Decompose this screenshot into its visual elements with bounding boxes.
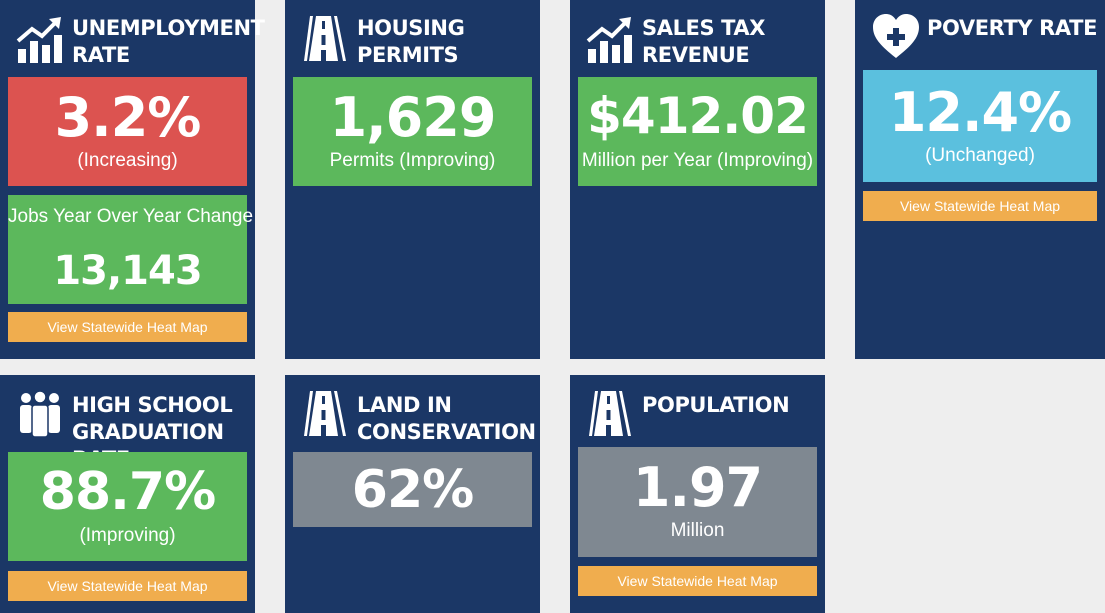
people-group-icon (20, 390, 60, 438)
sales-tax-card: Sales Tax Revenue $412.02 Million per Ye… (570, 0, 825, 359)
chart-growth-icon (586, 17, 632, 63)
card-header: Housing Permits (285, 0, 540, 77)
unemployment-heatmap-button[interactable]: View Statewide Heat Map (8, 312, 247, 342)
population-value: 1.97 (632, 456, 763, 519)
unemployment-value-box: 3.2% (Increasing) (8, 77, 247, 186)
poverty-rate-card: Poverty Rate 12.4% (Unchanged) View Stat… (855, 0, 1105, 359)
graduation-value-box: 88.7% (Improving) (8, 452, 247, 561)
sales-tax-value: $412.02 (587, 87, 809, 145)
card-header: Sales Tax Revenue (570, 0, 825, 77)
graduation-rate-card: High School Graduation Rate 88.7% (Impro… (0, 375, 255, 613)
sales-tax-trend: Million per Year (Improving) (581, 150, 814, 171)
sales-tax-value-box: $412.02 Million per Year (Improving) (578, 77, 817, 186)
road-icon (589, 391, 631, 436)
population-card: Population 1.97 Million View Statewide H… (570, 375, 825, 613)
card-title: Sales Tax Revenue (642, 16, 766, 67)
poverty-value: 12.4% (888, 81, 1072, 144)
card-header: Population (570, 375, 825, 447)
conservation-value: 62% (351, 460, 474, 520)
unemployment-value: 3.2% (54, 86, 202, 149)
road-icon (304, 16, 346, 61)
population-heatmap-button[interactable]: View Statewide Heat Map (578, 566, 817, 596)
poverty-trend: (Unchanged) (925, 145, 1035, 166)
poverty-value-box: 12.4% (Unchanged) (863, 70, 1097, 182)
card-title: Poverty Rate (927, 16, 1098, 40)
unemployment-card: Unemployment Rate 3.2% (Increasing) Jobs… (0, 0, 265, 359)
housing-value: 1,629 (329, 86, 497, 149)
card-header: Land In Conservation (285, 375, 540, 452)
population-value-box: 1.97 Million (578, 447, 817, 557)
unemployment-trend: (Increasing) (77, 150, 178, 171)
housing-trend: Permits (Improving) (329, 150, 496, 171)
jobs-change-box: Jobs Year Over Year Change 13,143 (8, 195, 254, 304)
heart-plus-icon (873, 14, 919, 58)
card-header: Poverty Rate (855, 0, 1105, 70)
population-unit: Million (670, 520, 725, 541)
card-title: Housing Permits (357, 16, 465, 67)
housing-permits-card: Housing Permits 1,629 Permits (Improving… (285, 0, 540, 359)
card-header: Unemployment Rate (0, 0, 265, 77)
card-title: Population (642, 393, 790, 417)
land-conservation-card: Land In Conservation 62% (285, 375, 540, 613)
card-header: High School Graduation Rate (0, 375, 255, 471)
card-title: Unemployment Rate (72, 16, 265, 67)
conservation-value-box: 62% (293, 452, 532, 527)
card-title: Land In Conservation (357, 393, 536, 444)
graduation-trend: (Improving) (79, 525, 176, 546)
poverty-heatmap-button[interactable]: View Statewide Heat Map (863, 191, 1097, 221)
road-icon (304, 391, 346, 436)
graduation-value: 88.7% (39, 462, 216, 522)
chart-growth-icon (16, 17, 62, 63)
housing-value-box: 1,629 Permits (Improving) (293, 77, 532, 186)
jobs-change-label: Jobs Year Over Year Change (8, 206, 254, 227)
graduation-heatmap-button[interactable]: View Statewide Heat Map (8, 571, 247, 601)
jobs-change-value: 13,143 (53, 248, 202, 294)
